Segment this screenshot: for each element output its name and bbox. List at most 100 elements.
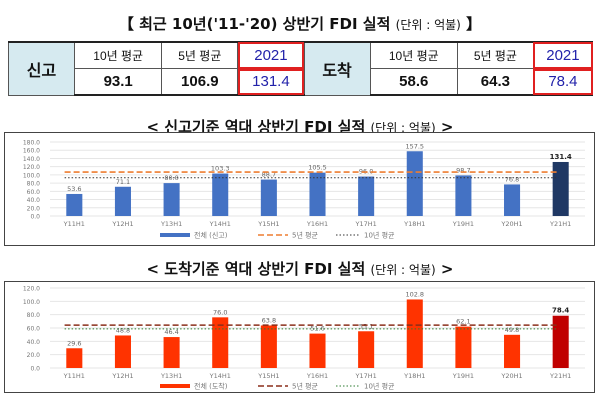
data-label: 88.7: [262, 171, 276, 179]
chart1-title: < 신고기준 역대 상반기 FDI 실적 (단위 : 억불) >: [0, 116, 600, 137]
data-label: 102.8: [405, 290, 424, 298]
legend-label: 5년 평균: [292, 231, 319, 240]
reported-5yr-header: 5년 평균: [161, 41, 239, 69]
reported-bar: [455, 175, 472, 216]
x-tick-label: Y15H1: [257, 372, 279, 380]
y-tick-label: 140.0: [23, 156, 40, 163]
reported-bar: [504, 184, 521, 216]
data-label: 76.8: [505, 175, 519, 183]
title-unit: (단위 : 억불): [395, 18, 461, 32]
chart1-title-text: < 신고기준 역대 상반기 FDI 실적: [146, 118, 366, 136]
x-tick-label: Y12H1: [111, 372, 133, 380]
reported-10yr-header: 10년 평균: [73, 41, 163, 69]
x-tick-label: Y16H1: [306, 220, 328, 228]
chart2-title-unit: (단위 : 억불): [370, 263, 436, 277]
y-tick-label: 40.0: [27, 339, 41, 346]
arrived-bar: [455, 326, 472, 368]
reported-bar: [358, 176, 375, 216]
reported-bar: [552, 161, 569, 216]
arrived-5yr-value: 64.3: [456, 68, 534, 96]
x-tick-label: Y14H1: [209, 372, 231, 380]
reported-5yr-value: 106.9: [161, 68, 239, 96]
y-tick-label: 60.0: [27, 189, 41, 196]
summary-table: 신고 10년 평균 5년 평균 2021 도착 10년 평균 5년 평균 202…: [8, 41, 594, 96]
legend-label: 전체 (신고): [194, 231, 228, 240]
data-label: 80.0: [164, 174, 178, 182]
reported-chart: 0.0 20.0 40.0 60.0 80.0 100.0 120.0 140.0 160.0 1…: [4, 132, 595, 246]
x-tick-label: Y18H1: [403, 372, 425, 380]
x-tick-label: Y11H1: [63, 372, 85, 380]
arrived-10yr-header: 10년 평균: [369, 41, 458, 69]
data-label: 62.1: [456, 318, 470, 326]
reported-bar: [309, 172, 326, 216]
x-tick-label: Y12H1: [111, 220, 133, 228]
y-tick-label: 160.0: [23, 148, 40, 155]
x-tick-label: Y20H1: [500, 220, 522, 228]
x-tick-label: Y17H1: [355, 372, 377, 380]
reported-10yr-value: 93.1: [73, 68, 163, 96]
data-label: 157.5: [405, 142, 424, 150]
chart2-title-end: >: [440, 260, 454, 278]
chart2-title-text: < 도착기준 역대 상반기 FDI 실적: [146, 260, 366, 278]
y-tick-label: 80.0: [27, 312, 41, 319]
data-label: 105.5: [308, 164, 327, 172]
x-tick-label: Y15H1: [257, 220, 279, 228]
reported-bar: [114, 186, 131, 216]
legend-label: 전체 (도착): [194, 382, 228, 391]
reported-bar: [406, 151, 423, 216]
arrived-bar: [358, 331, 375, 368]
legend-label: 10년 평균: [364, 382, 395, 391]
data-label: 46.4: [164, 328, 178, 336]
data-label: 76.0: [213, 308, 227, 316]
data-label: 63.8: [262, 316, 276, 324]
legend-label: 5년 평균: [292, 382, 319, 391]
x-tick-label: Y19H1: [452, 220, 474, 228]
chart1-title-end: >: [440, 118, 454, 136]
data-label: 49.8: [505, 326, 519, 334]
chart1-title-unit: (단위 : 억불): [370, 121, 436, 135]
page-title: 【 최근 10년('11-'20) 상반기 FDI 실적 (단위 : 억불) 】: [0, 13, 600, 34]
x-tick-label: Y13H1: [160, 372, 182, 380]
y-tick-label: 0.0: [30, 214, 40, 221]
arrived-10yr-value: 58.6: [369, 68, 458, 96]
x-tick-label: Y21H1: [549, 220, 571, 228]
arrived-bar: [504, 334, 521, 368]
x-tick-label: Y13H1: [160, 220, 182, 228]
data-label: 29.6: [67, 339, 81, 347]
reported-2021-header: 2021: [237, 41, 305, 69]
y-tick-label: 100.0: [23, 172, 40, 179]
reported-chart-svg: 0.020.040.060.080.0100.0120.0140.0160.01…: [23, 140, 585, 240]
x-tick-label: Y19H1: [452, 372, 474, 380]
data-label: 78.4: [552, 307, 569, 315]
arrived-bar: [66, 348, 83, 368]
data-label: 48.8: [116, 326, 130, 334]
x-tick-label: Y18H1: [403, 220, 425, 228]
arrived-bar: [163, 337, 180, 368]
y-tick-label: 120.0: [23, 286, 40, 293]
y-tick-label: 80.0: [27, 181, 41, 188]
y-tick-label: 0.0: [30, 366, 40, 373]
data-label: 55.1: [359, 322, 373, 330]
reported-2021-value: 131.4: [237, 68, 305, 96]
data-label: 98.7: [456, 166, 470, 174]
arrived-bar: [212, 317, 229, 368]
arrived-bar: [114, 335, 131, 368]
title-bracket: 】: [466, 15, 482, 33]
reported-bar: [212, 173, 229, 216]
x-tick-label: Y21H1: [549, 372, 571, 380]
y-tick-label: 60.0: [27, 326, 41, 333]
data-label: 53.6: [67, 185, 81, 193]
arrived-label: 도착: [303, 41, 371, 96]
arrived-2021-header: 2021: [532, 41, 594, 69]
x-tick-label: Y11H1: [63, 220, 85, 228]
x-tick-label: Y14H1: [209, 220, 231, 228]
arrived-2021-value: 78.4: [532, 68, 594, 96]
x-tick-label: Y17H1: [355, 220, 377, 228]
y-tick-label: 120.0: [23, 164, 40, 171]
reported-bar: [66, 193, 83, 216]
data-label: 131.4: [550, 153, 572, 161]
arrived-bar: [406, 299, 423, 368]
title-text: 【 최근 10년('11-'20) 상반기 FDI 실적: [118, 15, 391, 33]
legend-label: 10년 평균: [364, 231, 395, 240]
y-tick-label: 180.0: [23, 140, 40, 147]
